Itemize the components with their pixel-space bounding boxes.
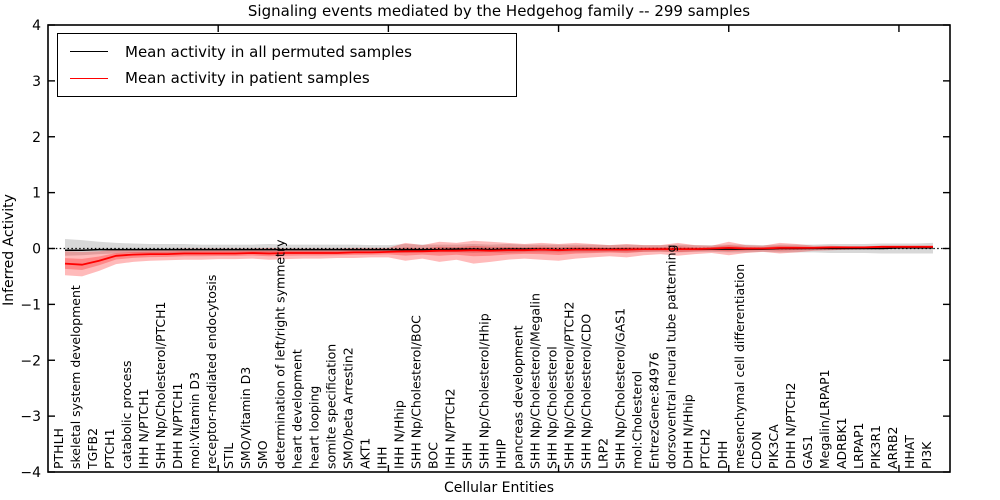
x-category-label: BOC: [425, 442, 440, 469]
y-tick-label: −3: [20, 409, 41, 425]
x-category-label: TGFB2: [85, 428, 100, 470]
chart-title: Signaling events mediated by the Hedgeho…: [247, 2, 751, 20]
x-category-label: DHH N/Hhip: [681, 394, 696, 469]
y-tick-label: 0: [32, 242, 41, 258]
x-category-label: dorsoventral neural tube patterning: [664, 245, 679, 470]
patient-band-inner: [65, 245, 933, 270]
y-tick-label: 1: [32, 186, 41, 202]
x-category-label: skeletal system development: [68, 285, 83, 469]
legend: Mean activity in all permuted samples Me…: [57, 33, 517, 97]
legend-line-sample-black: [70, 51, 108, 53]
x-category-label: determination of left/right symmetry: [272, 239, 287, 469]
x-category-label: SHH: [460, 442, 475, 469]
y-tick-label: −1: [20, 297, 41, 313]
legend-line-sample-red: [70, 77, 108, 79]
x-category-label: SHH Np/Cholesterol/Megalin: [528, 293, 543, 469]
x-category-label: AKT1: [357, 438, 372, 469]
x-category-label: receptor-mediated endocytosis: [204, 275, 219, 469]
x-axis-label: Cellular Entities: [443, 480, 555, 496]
x-category-label: mol:Vitamin D3: [187, 372, 202, 469]
x-category-label: ADRBK1: [834, 417, 849, 469]
x-category-label: HHAT: [902, 435, 917, 469]
y-axis-label: Inferred Activity: [1, 194, 17, 306]
x-category-label: IHH: [374, 447, 389, 470]
x-category-label: PTCH1: [102, 428, 117, 469]
x-category-label: SMO/Vitamin D3: [238, 367, 253, 469]
x-category-label: SHH Np/Cholesterol/PTCH2: [562, 302, 577, 470]
x-category-label: SHH Np/Cholesterol: [545, 346, 560, 469]
x-category-label: PIK3CA: [766, 424, 781, 469]
x-category-label: SHH Np/Cholesterol/BOC: [408, 315, 423, 469]
x-category-label: PI3K: [919, 441, 934, 469]
x-category-label: mol:Cholesterol: [630, 371, 645, 469]
x-category-label: DHH N/PTCH2: [783, 383, 798, 469]
x-category-label: SMO/beta Arrestin2: [340, 347, 355, 469]
x-category-label: CDON: [749, 431, 764, 469]
x-category-label: DHH N/PTCH1: [170, 383, 185, 469]
x-category-label: HHIP: [494, 439, 509, 469]
y-tick-label: 2: [32, 130, 41, 146]
x-category-label: ARRB2: [885, 427, 900, 469]
x-category-label: SHH Np/Cholesterol/CDO: [579, 314, 594, 469]
x-category-label: STIL: [221, 443, 236, 469]
x-category-label: GAS1: [800, 435, 815, 469]
y-tick-label: −2: [20, 353, 41, 369]
x-category-label: EntrezGene:84976: [647, 352, 662, 469]
mean-patient-line: [64, 245, 933, 266]
x-category-label: Megalin/LRPAP1: [817, 369, 832, 469]
x-category-label: somite specification: [323, 344, 338, 469]
legend-label: Mean activity in patient samples: [125, 69, 370, 88]
x-category-label: IHH N/PTCH2: [443, 388, 458, 469]
x-category-label: heart development: [289, 349, 304, 469]
legend-item-permuted: Mean activity in all permuted samples: [58, 43, 516, 61]
x-category-label: DHH: [715, 441, 730, 469]
x-category-label: heart looping: [306, 386, 321, 469]
x-category-label: SHH Np/Cholesterol/GAS1: [613, 308, 628, 469]
x-category-label: LRPAP1: [851, 423, 866, 469]
x-category-label: PTCH2: [698, 428, 713, 469]
y-tick-label: 4: [32, 18, 41, 34]
x-category-label: PTHLH: [51, 428, 66, 469]
x-category-label: pancreas development: [511, 325, 526, 469]
y-tick-label: −4: [20, 465, 41, 481]
x-category-label: IHH N/Hhip: [391, 400, 406, 469]
x-category-label: SMO: [255, 440, 270, 469]
x-category-label: catabolic process: [119, 360, 134, 469]
x-category-label: IHH N/PTCH1: [136, 388, 151, 469]
x-category-label: mesenchymal cell differentiation: [732, 264, 747, 469]
legend-item-patient: Mean activity in patient samples: [58, 69, 516, 87]
x-category-label: SHH Np/Cholesterol/Hhip: [477, 313, 492, 469]
x-category-label: LRP2: [596, 438, 611, 469]
x-category-label: PIK3R1: [868, 425, 883, 469]
legend-label: Mean activity in all permuted samples: [125, 42, 412, 61]
permuted-band: [65, 239, 933, 256]
y-tick-label: 3: [32, 74, 41, 90]
x-category-label: SHH Np/Cholesterol/PTCH1: [153, 302, 168, 470]
axes-frame: [47, 24, 951, 473]
